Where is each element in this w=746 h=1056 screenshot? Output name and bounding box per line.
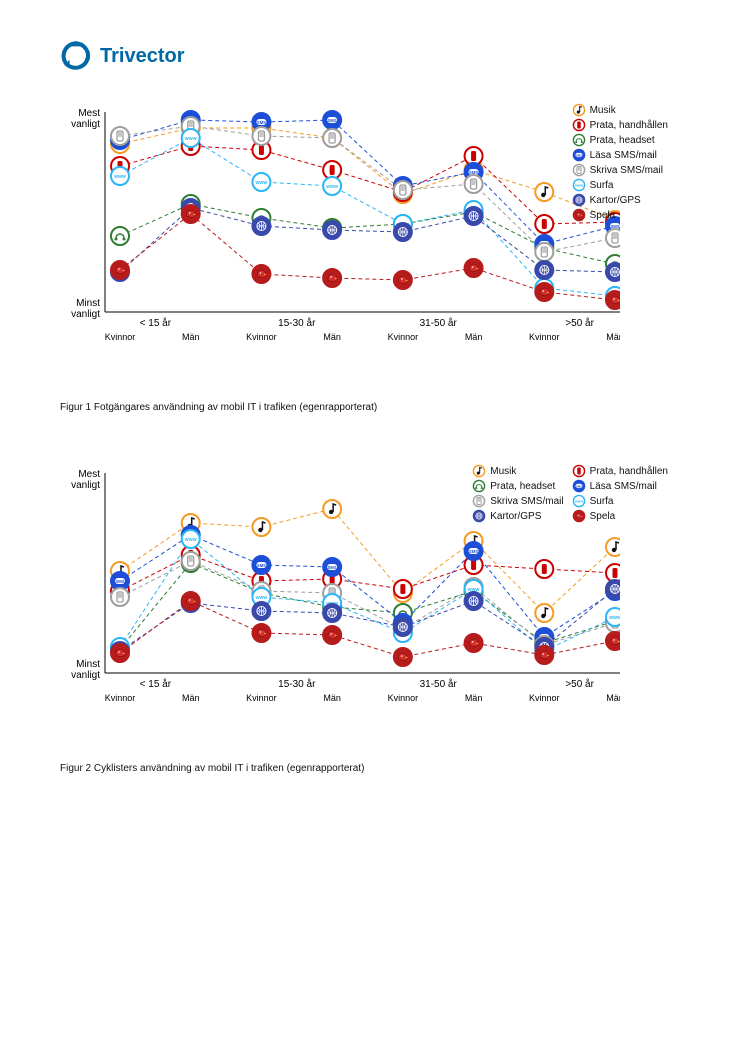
svg-text:Kvinnor: Kvinnor <box>246 332 277 342</box>
legend-label: Skriva SMS/mail <box>490 495 563 508</box>
svg-text:WWW: WWW <box>326 184 338 189</box>
svg-text:15-30 år: 15-30 år <box>278 678 316 690</box>
legend-label: Prata, handhållen <box>590 465 668 478</box>
legend-item: Skriva SMS/mail <box>572 163 676 177</box>
legend-item: Kartor/GPS <box>472 509 571 523</box>
legend-item: Prata, handhållen <box>572 118 676 132</box>
svg-text:Minstvanligt: Minstvanligt <box>71 298 100 320</box>
legend-label: Musik <box>590 104 616 117</box>
svg-text:SMS: SMS <box>257 563 266 568</box>
legend-item: Skriva SMS/mail <box>472 494 571 508</box>
svg-text:< 15 år: < 15 år <box>140 317 172 329</box>
svg-text:< 15 år: < 15 år <box>140 678 172 690</box>
svg-text:WWW: WWW <box>255 595 267 600</box>
legend-item: Prata, handhållen <box>572 464 676 478</box>
svg-text:SMS: SMS <box>257 120 266 125</box>
legend-label: Spela <box>590 510 616 523</box>
legend-item: SMS Läsa SMS/mail <box>572 148 676 162</box>
legend-label: Läsa SMS/mail <box>590 149 657 162</box>
svg-text:Män: Män <box>182 332 200 342</box>
legend-item: Spela <box>572 509 676 523</box>
figure-2: Mestvanligt Minstvanligt < 15 år 15-30 år 31… <box>60 463 686 774</box>
svg-text:SMS: SMS <box>575 484 581 488</box>
svg-text:SMS: SMS <box>328 118 337 123</box>
brand-logo: Trivector <box>60 40 686 72</box>
svg-text:WWW: WWW <box>114 174 126 179</box>
chart-2-legend: Musik Prata, headset Skriva SMS/mail Kartor… <box>472 463 676 524</box>
figure-1: Mestvanligt Minstvanligt < 15 år 15-30 år 31… <box>60 102 686 413</box>
svg-text:Män: Män <box>323 693 341 703</box>
legend-label: Kartor/GPS <box>490 510 541 523</box>
legend-item: SMS Läsa SMS/mail <box>572 479 676 493</box>
legend-item: Musik <box>472 464 571 478</box>
svg-text:Män: Män <box>182 693 200 703</box>
svg-text:Män: Män <box>465 332 483 342</box>
legend-label: Musik <box>490 465 516 478</box>
legend-item: Kartor/GPS <box>572 193 676 207</box>
svg-text:WWW: WWW <box>574 499 583 503</box>
svg-text:Minstvanligt: Minstvanligt <box>71 659 100 681</box>
svg-text:WWW: WWW <box>185 537 197 542</box>
svg-text:Kvinnor: Kvinnor <box>529 332 560 342</box>
trivector-icon <box>60 40 92 72</box>
legend-label: Prata, headset <box>590 134 655 147</box>
svg-text:Kvinnor: Kvinnor <box>388 693 419 703</box>
legend-label: Prata, headset <box>490 480 555 493</box>
chart-1-svg: Mestvanligt Minstvanligt < 15 år 15-30 år 31… <box>60 102 620 392</box>
svg-text:Män: Män <box>323 332 341 342</box>
legend-label: Skriva SMS/mail <box>590 164 663 177</box>
legend-label: Prata, handhållen <box>590 119 668 132</box>
legend-item: WWW Surfa <box>572 178 676 192</box>
svg-text:SMS: SMS <box>575 153 581 157</box>
svg-text:Män: Män <box>606 332 620 342</box>
svg-text:Kvinnor: Kvinnor <box>105 693 136 703</box>
svg-text:15-30 år: 15-30 år <box>278 317 316 329</box>
legend-item: Spela <box>572 208 676 222</box>
legend-item: Prata, headset <box>472 479 571 493</box>
svg-text:WWW: WWW <box>255 180 267 185</box>
svg-text:Kvinnor: Kvinnor <box>388 332 419 342</box>
legend-label: Läsa SMS/mail <box>590 480 657 493</box>
legend-label: Surfa <box>590 495 614 508</box>
svg-text:Kvinnor: Kvinnor <box>105 332 136 342</box>
svg-text:SMS: SMS <box>469 549 478 554</box>
svg-text:Män: Män <box>606 693 620 703</box>
figure-1-caption: Figur 1 Fotgängares användning av mobil … <box>60 402 686 413</box>
svg-text:WWW: WWW <box>609 615 620 620</box>
brand-text: Trivector <box>100 45 184 68</box>
svg-text:SMS: SMS <box>115 579 124 584</box>
legend-label: Kartor/GPS <box>590 194 641 207</box>
svg-text:>50 år: >50 år <box>565 678 594 690</box>
svg-text:Kvinnor: Kvinnor <box>529 693 560 703</box>
legend-item: Musik <box>572 103 676 117</box>
svg-text:Mestvanligt: Mestvanligt <box>71 469 100 491</box>
legend-label: Surfa <box>590 179 614 192</box>
svg-text:>50 år: >50 år <box>565 317 594 329</box>
svg-text:Kvinnor: Kvinnor <box>246 693 277 703</box>
svg-text:Män: Män <box>465 693 483 703</box>
figure-2-caption: Figur 2 Cyklisters användning av mobil I… <box>60 763 686 774</box>
svg-text:WWW: WWW <box>574 183 583 187</box>
legend-item: WWW Surfa <box>572 494 676 508</box>
svg-text:SMS: SMS <box>328 565 337 570</box>
svg-text:31-50 år: 31-50 år <box>420 317 458 329</box>
legend-label: Spela <box>590 209 616 222</box>
legend-item: Prata, headset <box>572 133 676 147</box>
svg-text:Mestvanligt: Mestvanligt <box>71 108 100 130</box>
svg-text:31-50 år: 31-50 år <box>420 678 458 690</box>
chart-1-legend: Musik Prata, handhållen Prata, headset SMS L… <box>572 102 676 223</box>
svg-text:WWW: WWW <box>185 136 197 141</box>
